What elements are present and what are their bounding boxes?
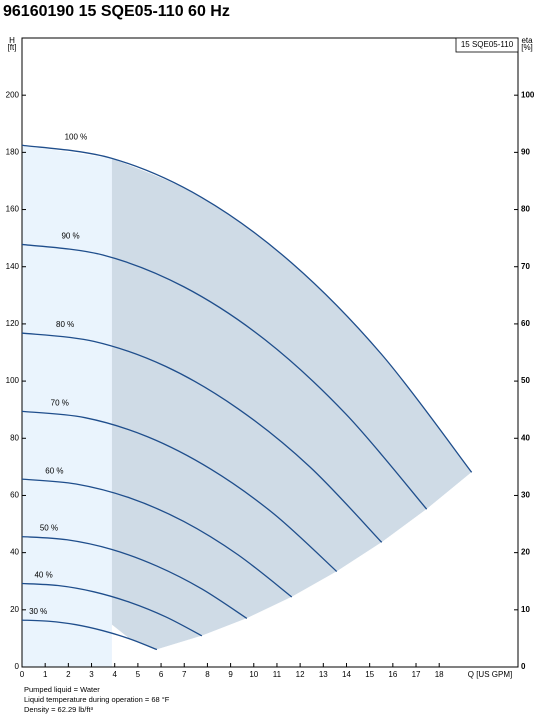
x-tick-label: 18 <box>435 670 444 679</box>
curve <box>21 243 428 510</box>
y-tick-label: 200 <box>6 90 20 99</box>
legend-label: 15 SQE05-110 <box>461 40 514 49</box>
x-tick-label: 5 <box>136 670 141 679</box>
curve-label: 70 % <box>51 399 69 408</box>
y-tick-label: 160 <box>6 205 20 214</box>
y2-axis-label: eta <box>521 36 533 45</box>
y2-axis-label: [%] <box>521 43 533 52</box>
x-tick-label: 1 <box>43 670 48 679</box>
x-tick-label: 9 <box>228 670 233 679</box>
note: Liquid temperature during operation = 68… <box>24 695 170 704</box>
y2-tick-label: 90 <box>521 147 530 156</box>
y2-tick-label: 20 <box>521 548 530 557</box>
curve-label: 30 % <box>29 607 47 616</box>
y-tick-label: 80 <box>10 433 19 442</box>
y-tick-label: 0 <box>15 662 20 671</box>
curve <box>21 144 473 473</box>
curve <box>21 535 248 619</box>
y-tick-label: 140 <box>6 262 20 271</box>
y-tick-label: 20 <box>10 605 19 614</box>
y2-tick-label: 70 <box>521 262 530 271</box>
x-axis-label: Q [US GPM] <box>468 670 512 679</box>
plot-frame <box>21 37 519 668</box>
x-tick-label: 11 <box>273 670 282 679</box>
x-tick-label: 6 <box>159 670 164 679</box>
curve-label: 80 % <box>56 320 74 329</box>
x-tick-label: 8 <box>205 670 210 679</box>
x-tick-label: 13 <box>319 670 328 679</box>
x-tick-label: 14 <box>342 670 351 679</box>
y2-tick-label: 80 <box>521 205 530 214</box>
legend-box <box>455 37 519 53</box>
operating-area <box>111 158 472 650</box>
y2-tick-label: 30 <box>521 491 530 500</box>
x-tick-label: 16 <box>388 670 397 679</box>
y-tick-label: 120 <box>6 319 20 328</box>
curve <box>21 619 158 651</box>
note: Density = 62.29 lb/ft³ <box>24 705 93 714</box>
curve <box>21 582 203 637</box>
curve-label: 60 % <box>45 466 63 475</box>
x-tick-label: 3 <box>89 670 94 679</box>
note: Pumped liquid = Water <box>24 685 100 694</box>
y-tick-label: 180 <box>6 147 20 156</box>
curve-label: 40 % <box>34 571 52 580</box>
x-tick-label: 12 <box>296 670 305 679</box>
x-tick-label: 10 <box>249 670 258 679</box>
x-tick-label: 17 <box>412 670 421 679</box>
x-tick-label: 0 <box>20 670 25 679</box>
x-tick-label: 7 <box>182 670 187 679</box>
x-tick-label: 2 <box>66 670 71 679</box>
y-tick-label: 40 <box>10 548 19 557</box>
chart-title: 96160190 15 SQE05-110 60 Hz <box>3 3 230 20</box>
y2-tick-label: 40 <box>521 433 530 442</box>
y2-tick-label: 50 <box>521 376 530 385</box>
y2-tick-label: 10 <box>521 605 530 614</box>
end-line <box>156 472 472 650</box>
y-tick-label: 60 <box>10 491 19 500</box>
light-area <box>22 145 112 667</box>
curve <box>21 410 338 572</box>
curve <box>21 332 383 543</box>
y-axis-label: H <box>9 36 15 45</box>
curve-label: 50 % <box>40 524 58 533</box>
curve-label: 90 % <box>61 232 79 241</box>
y2-tick-label: 60 <box>521 319 530 328</box>
y-tick-label: 100 <box>6 376 20 385</box>
x-tick-label: 4 <box>112 670 117 679</box>
y-axis-label: [ft] <box>8 43 17 52</box>
y2-tick-label: 100 <box>521 90 535 99</box>
curve-label: 100 % <box>65 132 88 141</box>
y2-tick-label: 0 <box>521 662 526 671</box>
curve <box>21 478 293 598</box>
x-tick-label: 15 <box>365 670 374 679</box>
